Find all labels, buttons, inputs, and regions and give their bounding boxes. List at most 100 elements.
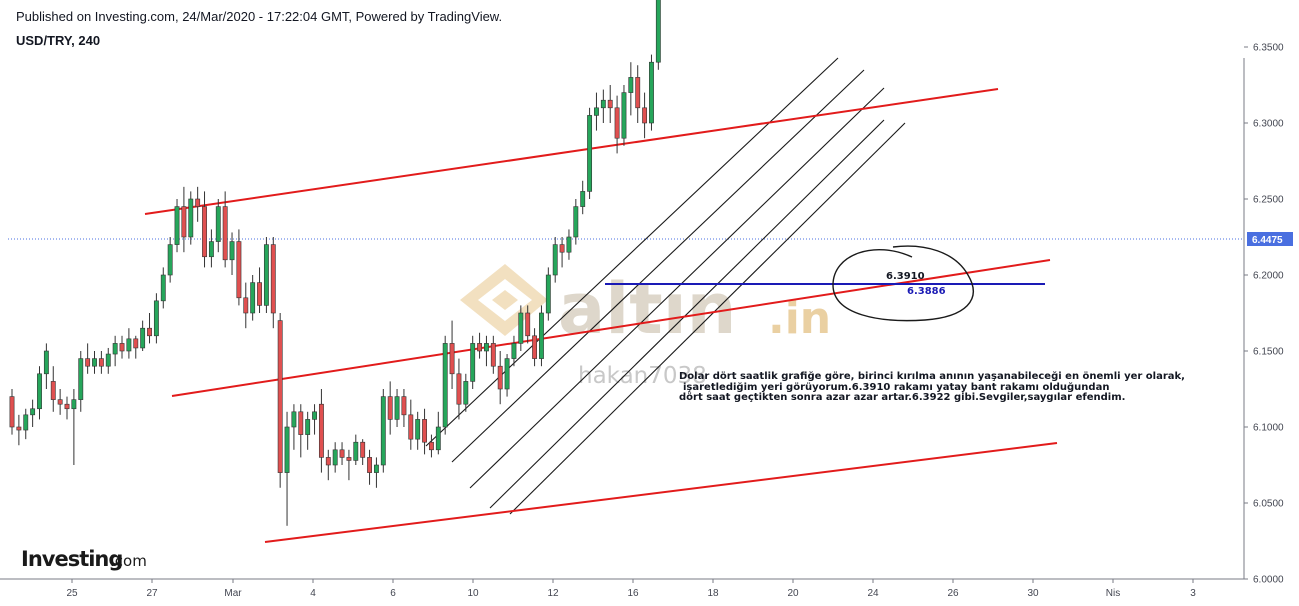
candle bbox=[373, 457, 379, 488]
candle-body-up bbox=[153, 300, 159, 337]
candle-body-down bbox=[532, 335, 538, 359]
y-tick-label: 6.0500 bbox=[1253, 499, 1284, 510]
candle bbox=[566, 229, 572, 260]
candle-body-down bbox=[635, 77, 641, 109]
candle-body-up bbox=[539, 312, 544, 359]
candle-body-up bbox=[30, 408, 36, 416]
candle-body-down bbox=[456, 373, 462, 405]
candle-body-down bbox=[57, 399, 63, 405]
candle-body-up bbox=[208, 241, 214, 258]
candle bbox=[539, 305, 544, 367]
candle bbox=[325, 449, 331, 481]
last-price-label: 6.4475 bbox=[1252, 235, 1283, 246]
x-tick-label: 27 bbox=[146, 588, 158, 599]
candle-body-down bbox=[222, 206, 228, 261]
x-tick-label: 12 bbox=[547, 588, 559, 599]
candle-body-up bbox=[126, 338, 132, 352]
candle-body-up bbox=[43, 350, 49, 375]
level-label-6-3910: 6.3910 bbox=[886, 271, 925, 282]
candle-body-up bbox=[167, 244, 173, 276]
candle bbox=[621, 85, 627, 146]
brand-investing: Investing bbox=[21, 547, 122, 571]
candle-body-down bbox=[387, 396, 393, 420]
candle-body-down bbox=[181, 206, 187, 238]
candle bbox=[126, 328, 132, 359]
candle bbox=[380, 389, 386, 473]
candle bbox=[422, 408, 427, 455]
x-tick-label: 4 bbox=[310, 588, 316, 599]
candle-body-up bbox=[435, 426, 441, 451]
x-tick-label: 6 bbox=[390, 588, 396, 599]
candle bbox=[23, 408, 29, 440]
candle bbox=[600, 89, 606, 123]
candle-body-down bbox=[64, 403, 70, 410]
candle bbox=[435, 411, 441, 455]
candle bbox=[318, 389, 324, 473]
candle-body-up bbox=[545, 274, 551, 314]
candle bbox=[215, 199, 221, 253]
y-tick-label: 6.3000 bbox=[1253, 119, 1284, 130]
y-tick-label: 6.1500 bbox=[1253, 347, 1284, 358]
candle bbox=[9, 389, 15, 435]
candle-body-down bbox=[367, 457, 372, 473]
channel-line-2 bbox=[451, 69, 865, 463]
candle-body-up bbox=[373, 464, 379, 473]
x-tick-label: 30 bbox=[1027, 588, 1039, 599]
candle-body-down bbox=[243, 297, 249, 314]
candle-body-down bbox=[429, 441, 434, 451]
candle-body-down bbox=[318, 403, 324, 458]
candle bbox=[119, 335, 125, 359]
candle-body-down bbox=[642, 107, 648, 124]
candle bbox=[387, 381, 393, 435]
candle bbox=[208, 229, 214, 268]
annotation-line-2: işaretlediğim yeri görüyorum.6.3910 raka… bbox=[683, 381, 1109, 393]
candle-body-down bbox=[449, 343, 455, 375]
candle-body-down bbox=[16, 426, 22, 431]
candle bbox=[545, 267, 551, 321]
candle bbox=[594, 92, 599, 131]
candle-body-down bbox=[147, 327, 152, 337]
candle bbox=[346, 449, 352, 481]
candle bbox=[284, 411, 290, 526]
candle-body-up bbox=[566, 236, 572, 253]
candle bbox=[305, 411, 311, 450]
candle-body-up bbox=[649, 61, 654, 124]
level-label-6-3886: 6.3886 bbox=[907, 286, 946, 297]
candle-body-up bbox=[71, 399, 77, 410]
candle bbox=[587, 107, 593, 199]
candle-body-down bbox=[607, 99, 613, 109]
candle-body-up bbox=[415, 419, 421, 440]
candle bbox=[236, 229, 242, 306]
candle bbox=[263, 237, 269, 313]
candle bbox=[57, 389, 63, 415]
candle bbox=[270, 237, 276, 329]
candle bbox=[43, 343, 49, 389]
x-tick-label: Nis bbox=[1106, 588, 1120, 599]
candle bbox=[181, 186, 187, 253]
candle bbox=[470, 335, 476, 389]
y-tick-label: 6.2000 bbox=[1253, 271, 1284, 282]
channel-line-3 bbox=[469, 87, 885, 489]
candle-body-up bbox=[587, 115, 593, 192]
candle bbox=[37, 366, 42, 420]
candle-body-down bbox=[236, 241, 242, 299]
candle bbox=[16, 414, 22, 446]
candle-body-down bbox=[559, 244, 565, 253]
candle bbox=[511, 335, 517, 367]
candle bbox=[442, 335, 448, 435]
x-tick-label: 16 bbox=[627, 588, 639, 599]
candle-body-up bbox=[353, 441, 359, 461]
candle-body-up bbox=[394, 396, 400, 420]
published-caption: Published on Investing.com, 24/Mar/2020 … bbox=[16, 9, 503, 24]
candle-body-down bbox=[525, 312, 531, 337]
candle-body-down bbox=[50, 381, 56, 400]
candle bbox=[153, 293, 159, 344]
candle bbox=[71, 389, 77, 465]
candle-body-up bbox=[442, 343, 448, 428]
candle bbox=[573, 199, 579, 245]
candle-body-down bbox=[325, 457, 331, 466]
candle bbox=[655, 0, 661, 70]
x-tick-label: 10 bbox=[467, 588, 479, 599]
last-price-tag bbox=[1247, 232, 1293, 246]
